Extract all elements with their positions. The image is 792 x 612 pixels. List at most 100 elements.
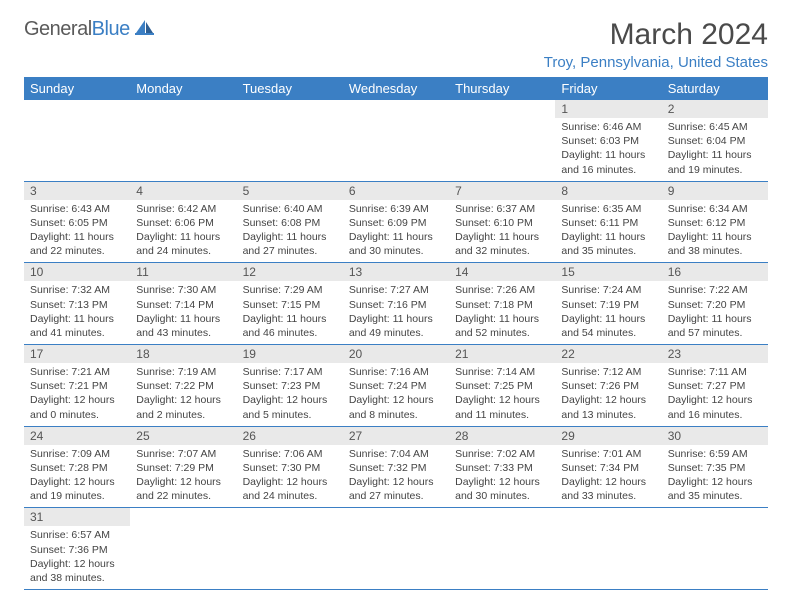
day-number-cell: 8 — [555, 181, 661, 200]
day-detail-cell: Sunrise: 7:17 AMSunset: 7:23 PMDaylight:… — [237, 363, 343, 426]
sunrise-text: Sunrise: 7:29 AM — [243, 283, 337, 297]
day-detail-cell: Sunrise: 6:57 AMSunset: 7:36 PMDaylight:… — [24, 526, 130, 589]
logo-text-2: Blue — [92, 18, 130, 40]
daylight-text: Daylight: 11 hours and 24 minutes. — [136, 230, 230, 258]
daylight-text: Daylight: 12 hours and 30 minutes. — [455, 475, 549, 503]
daylight-text: Daylight: 11 hours and 52 minutes. — [455, 312, 549, 340]
daylight-text: Daylight: 11 hours and 57 minutes. — [668, 312, 762, 340]
day-number-cell: 25 — [130, 426, 236, 445]
day-number-cell — [343, 508, 449, 527]
day-detail-cell: Sunrise: 7:21 AMSunset: 7:21 PMDaylight:… — [24, 363, 130, 426]
day-number-cell: 29 — [555, 426, 661, 445]
weekday-header: Monday — [130, 77, 236, 100]
sunset-text: Sunset: 7:36 PM — [30, 543, 124, 557]
sunset-text: Sunset: 7:14 PM — [136, 298, 230, 312]
day-number-cell: 6 — [343, 181, 449, 200]
sunrise-text: Sunrise: 7:11 AM — [668, 365, 762, 379]
sunrise-text: Sunrise: 7:21 AM — [30, 365, 124, 379]
daylight-text: Daylight: 11 hours and 46 minutes. — [243, 312, 337, 340]
sunrise-text: Sunrise: 6:45 AM — [668, 120, 762, 134]
sunset-text: Sunset: 7:22 PM — [136, 379, 230, 393]
sunset-text: Sunset: 7:21 PM — [30, 379, 124, 393]
day-number-cell: 9 — [662, 181, 768, 200]
sunrise-text: Sunrise: 6:57 AM — [30, 528, 124, 542]
sunset-text: Sunset: 6:10 PM — [455, 216, 549, 230]
sunset-text: Sunset: 7:16 PM — [349, 298, 443, 312]
logo: GeneralBlue — [24, 18, 156, 41]
day-detail-cell — [343, 526, 449, 589]
sunset-text: Sunset: 7:15 PM — [243, 298, 337, 312]
sail-icon — [134, 18, 156, 41]
title-block: March 2024 Troy, Pennsylvania, United St… — [544, 18, 768, 71]
day-detail-cell: Sunrise: 7:02 AMSunset: 7:33 PMDaylight:… — [449, 445, 555, 508]
day-detail-cell — [130, 526, 236, 589]
day-detail-cell: Sunrise: 7:30 AMSunset: 7:14 PMDaylight:… — [130, 281, 236, 344]
day-number-cell — [24, 100, 130, 118]
day-detail-cell: Sunrise: 6:45 AMSunset: 6:04 PMDaylight:… — [662, 118, 768, 181]
daylight-text: Daylight: 11 hours and 22 minutes. — [30, 230, 124, 258]
day-detail-row: Sunrise: 7:09 AMSunset: 7:28 PMDaylight:… — [24, 445, 768, 508]
daylight-text: Daylight: 12 hours and 8 minutes. — [349, 393, 443, 421]
calendar-body: 12Sunrise: 6:46 AMSunset: 6:03 PMDayligh… — [24, 100, 768, 590]
day-detail-cell: Sunrise: 7:12 AMSunset: 7:26 PMDaylight:… — [555, 363, 661, 426]
sunset-text: Sunset: 7:27 PM — [668, 379, 762, 393]
day-detail-cell: Sunrise: 7:04 AMSunset: 7:32 PMDaylight:… — [343, 445, 449, 508]
day-number-cell — [130, 100, 236, 118]
day-number-cell: 23 — [662, 345, 768, 364]
day-detail-cell: Sunrise: 7:14 AMSunset: 7:25 PMDaylight:… — [449, 363, 555, 426]
day-number-cell: 5 — [237, 181, 343, 200]
weekday-header: Tuesday — [237, 77, 343, 100]
sunrise-text: Sunrise: 7:01 AM — [561, 447, 655, 461]
day-detail-cell: Sunrise: 6:39 AMSunset: 6:09 PMDaylight:… — [343, 200, 449, 263]
day-number-cell: 11 — [130, 263, 236, 282]
day-number-cell: 28 — [449, 426, 555, 445]
day-number-cell: 27 — [343, 426, 449, 445]
day-number-row: 24252627282930 — [24, 426, 768, 445]
weekday-header: Thursday — [449, 77, 555, 100]
day-number-cell — [662, 508, 768, 527]
daylight-text: Daylight: 11 hours and 41 minutes. — [30, 312, 124, 340]
day-number-cell: 30 — [662, 426, 768, 445]
sunrise-text: Sunrise: 6:39 AM — [349, 202, 443, 216]
day-number-cell — [449, 508, 555, 527]
sunrise-text: Sunrise: 6:34 AM — [668, 202, 762, 216]
day-number-cell: 26 — [237, 426, 343, 445]
calendar-table: Sunday Monday Tuesday Wednesday Thursday… — [24, 77, 768, 590]
day-detail-cell: Sunrise: 6:59 AMSunset: 7:35 PMDaylight:… — [662, 445, 768, 508]
day-detail-cell: Sunrise: 6:46 AMSunset: 6:03 PMDaylight:… — [555, 118, 661, 181]
day-number-cell: 10 — [24, 263, 130, 282]
daylight-text: Daylight: 11 hours and 16 minutes. — [561, 148, 655, 176]
sunset-text: Sunset: 7:18 PM — [455, 298, 549, 312]
daylight-text: Daylight: 11 hours and 54 minutes. — [561, 312, 655, 340]
day-detail-cell: Sunrise: 7:26 AMSunset: 7:18 PMDaylight:… — [449, 281, 555, 344]
sunset-text: Sunset: 7:33 PM — [455, 461, 549, 475]
day-detail-cell — [130, 118, 236, 181]
day-detail-cell: Sunrise: 7:29 AMSunset: 7:15 PMDaylight:… — [237, 281, 343, 344]
day-detail-cell — [662, 526, 768, 589]
day-detail-cell: Sunrise: 6:35 AMSunset: 6:11 PMDaylight:… — [555, 200, 661, 263]
day-number-cell — [449, 100, 555, 118]
day-detail-cell — [343, 118, 449, 181]
sunset-text: Sunset: 6:05 PM — [30, 216, 124, 230]
day-number-cell: 19 — [237, 345, 343, 364]
daylight-text: Daylight: 12 hours and 16 minutes. — [668, 393, 762, 421]
daylight-text: Daylight: 12 hours and 38 minutes. — [30, 557, 124, 585]
header: GeneralBlue March 2024 Troy, Pennsylvani… — [24, 18, 768, 71]
day-number-cell: 3 — [24, 181, 130, 200]
day-number-cell: 13 — [343, 263, 449, 282]
sunrise-text: Sunrise: 7:32 AM — [30, 283, 124, 297]
sunrise-text: Sunrise: 6:43 AM — [30, 202, 124, 216]
day-number-cell: 20 — [343, 345, 449, 364]
day-detail-cell: Sunrise: 7:24 AMSunset: 7:19 PMDaylight:… — [555, 281, 661, 344]
sunset-text: Sunset: 6:06 PM — [136, 216, 230, 230]
day-detail-row: Sunrise: 7:21 AMSunset: 7:21 PM Daylight:… — [24, 363, 768, 426]
day-number-cell: 4 — [130, 181, 236, 200]
day-number-cell: 18 — [130, 345, 236, 364]
sunrise-text: Sunrise: 6:46 AM — [561, 120, 655, 134]
day-detail-cell: Sunrise: 7:06 AMSunset: 7:30 PMDaylight:… — [237, 445, 343, 508]
daylight-text: Daylight: 12 hours and 2 minutes. — [136, 393, 230, 421]
day-detail-cell: Sunrise: 7:07 AMSunset: 7:29 PMDaylight:… — [130, 445, 236, 508]
sunset-text: Sunset: 7:13 PM — [30, 298, 124, 312]
sunrise-text: Sunrise: 6:37 AM — [455, 202, 549, 216]
day-number-cell — [237, 100, 343, 118]
